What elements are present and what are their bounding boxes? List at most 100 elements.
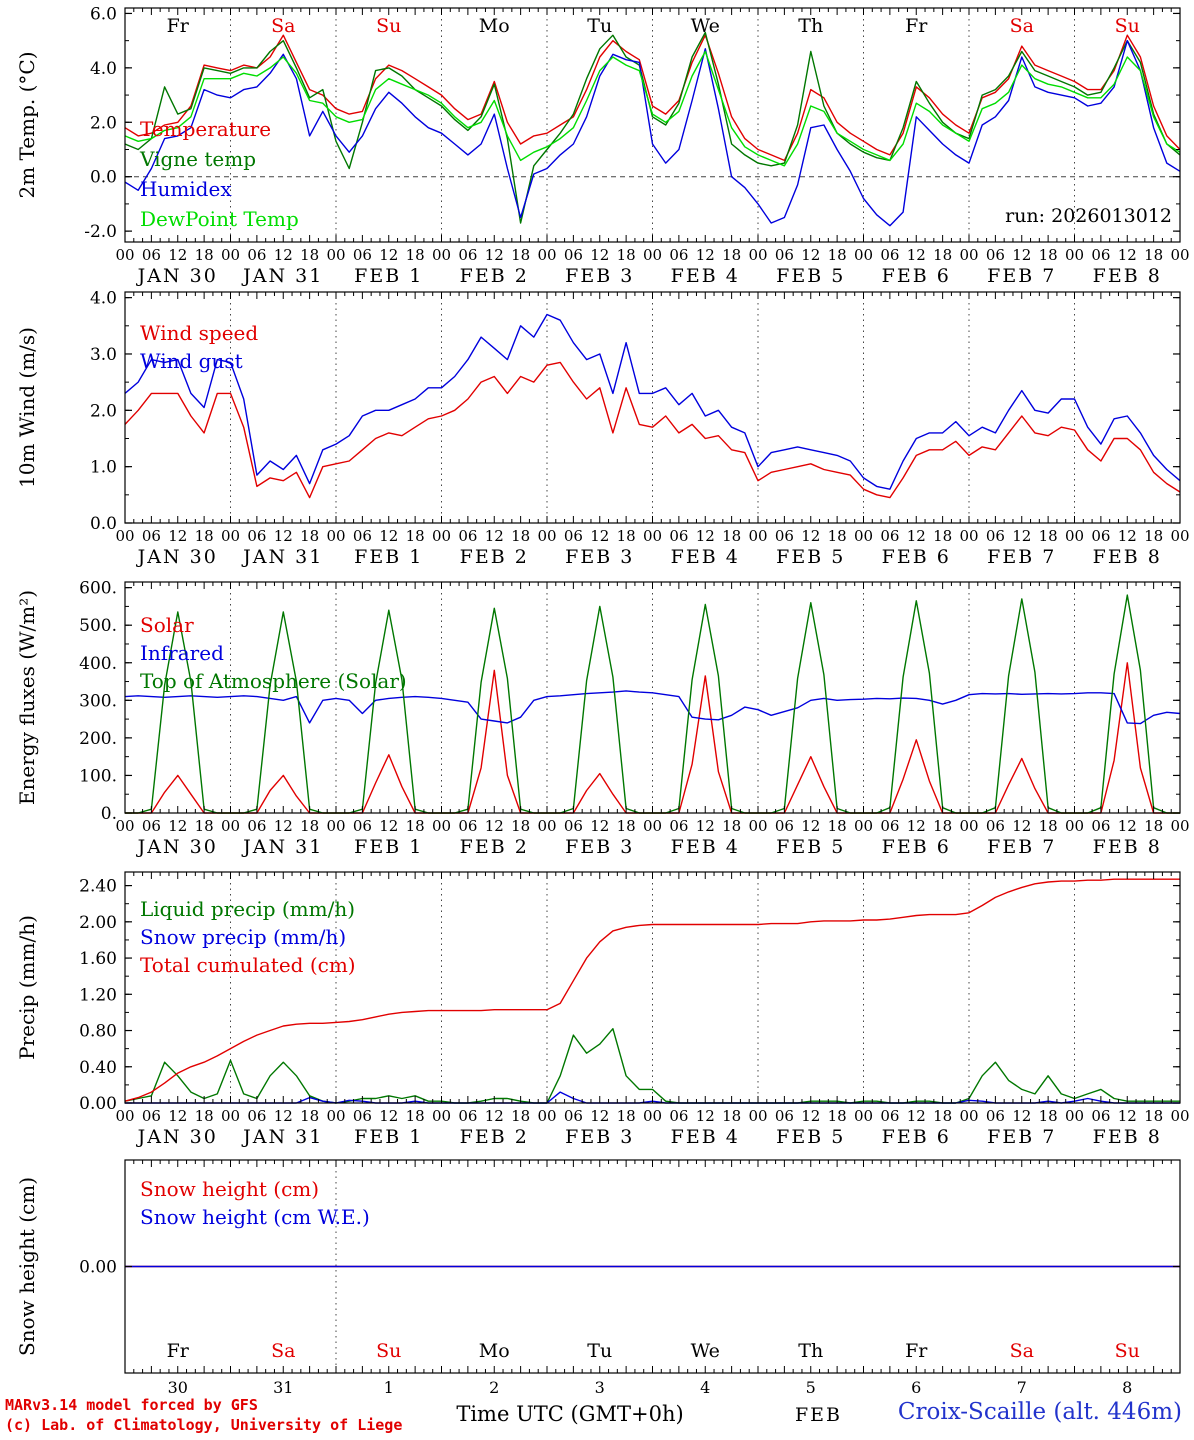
hour-tick-label: 06: [142, 817, 161, 835]
weekday-label: Fr: [167, 15, 190, 37]
y-tick-label: 0.0: [90, 168, 117, 188]
hour-tick-label: 18: [406, 246, 425, 264]
hour-tick-label: 18: [1144, 246, 1163, 264]
legend-toa-solar: Top of Atmosphere (Solar): [140, 669, 407, 693]
hour-tick-label: 06: [986, 527, 1005, 545]
hour-tick-label: 00: [221, 246, 240, 264]
hour-tick-label: 00: [643, 246, 662, 264]
hour-tick-label: 12: [1118, 246, 1137, 264]
hour-tick-label: 06: [669, 1107, 688, 1125]
hour-tick-label: 00: [748, 527, 767, 545]
hour-tick-label: 18: [406, 1107, 425, 1125]
day-label: FEB 7: [987, 265, 1056, 287]
hour-tick-label: 12: [168, 817, 187, 835]
hour-tick-label: 18: [617, 1107, 636, 1125]
day-label: FEB 2: [460, 546, 529, 568]
weekday-label: Tu: [587, 1340, 612, 1362]
hour-tick-label: 12: [485, 817, 504, 835]
hour-tick-label: 12: [1012, 246, 1031, 264]
y-tick-label: 4.0: [90, 59, 117, 79]
hour-tick-label: 18: [406, 527, 425, 545]
hour-tick-label: 06: [564, 246, 583, 264]
hour-tick-label: 00: [748, 817, 767, 835]
day-label: FEB 1: [354, 265, 423, 287]
day-label: JAN 31: [241, 1126, 323, 1148]
day-label: FEB 8: [1093, 546, 1162, 568]
hour-tick-label: 18: [1039, 1107, 1058, 1125]
day-label: FEB 3: [565, 265, 634, 287]
day-label: FEB 3: [565, 836, 634, 858]
hour-tick-label: 18: [933, 527, 952, 545]
hour-tick-label: 06: [142, 246, 161, 264]
hour-tick-label: 18: [828, 817, 847, 835]
hour-tick-label: 12: [801, 527, 820, 545]
hour-tick-label: 00: [748, 1107, 767, 1125]
hour-tick-label: 12: [274, 817, 293, 835]
day-label: FEB 5: [776, 1126, 845, 1148]
y-axis-title: 10m Wind (m/s): [15, 327, 39, 488]
hour-tick-label: 12: [168, 246, 187, 264]
hour-tick-label: 06: [353, 246, 372, 264]
y-axis-title: Energy fluxes (W/m²): [15, 590, 39, 805]
hour-tick-label: 06: [1091, 246, 1110, 264]
hour-tick-label: 12: [907, 246, 926, 264]
y-tick-label: 400.: [79, 654, 117, 674]
hour-tick-label: 12: [907, 527, 926, 545]
hour-tick-label: 18: [511, 1107, 530, 1125]
legend-temperature: Temperature: [140, 117, 271, 141]
hour-tick-label: 06: [986, 1107, 1005, 1125]
day-label: FEB 7: [987, 546, 1056, 568]
weekday-label: Su: [376, 1340, 401, 1362]
day-label: FEB 7: [987, 1126, 1056, 1148]
hour-tick-label: 00: [1065, 1107, 1084, 1125]
hour-tick-label: 06: [247, 1107, 266, 1125]
hour-tick-label: 06: [775, 817, 794, 835]
day-label: JAN 31: [241, 836, 323, 858]
hour-tick-label: 00: [854, 246, 873, 264]
y-tick-label: 500.: [79, 616, 117, 636]
day-label: FEB 5: [776, 265, 845, 287]
hour-tick-label: 18: [617, 527, 636, 545]
day-label: FEB 8: [1093, 1126, 1162, 1148]
legend-humidex: Humidex: [140, 177, 232, 201]
hour-tick-label: 00: [115, 527, 134, 545]
y-tick-label: 0.00: [79, 1094, 117, 1114]
lab-credit-line: (c) Lab. of Climatology, University of L…: [5, 1416, 403, 1434]
hour-tick-label: 12: [1012, 527, 1031, 545]
hour-tick-label: 18: [195, 1107, 214, 1125]
weekday-label: Sa: [271, 1340, 295, 1362]
hour-tick-label: 00: [1170, 527, 1189, 545]
day-label: FEB 7: [987, 836, 1056, 858]
hour-tick-label: 12: [379, 1107, 398, 1125]
hour-tick-label: 06: [247, 246, 266, 264]
hour-tick-label: 18: [1144, 817, 1163, 835]
day-number-label: 5: [806, 1378, 816, 1397]
hour-tick-label: 12: [1118, 817, 1137, 835]
hour-tick-label: 18: [933, 817, 952, 835]
hour-tick-label: 06: [564, 527, 583, 545]
hour-tick-label: 18: [617, 817, 636, 835]
panel-precip: 0.00 0.40 0.80 1.20 1.60 2.00 2.40 Precip (mm/h…: [15, 871, 1190, 1148]
hour-tick-label: 00: [221, 1107, 240, 1125]
hour-tick-label: 06: [880, 246, 899, 264]
hour-tick-label: 18: [300, 527, 319, 545]
legend-snow-height: Snow height (cm): [140, 1177, 319, 1201]
hour-tick-label: 00: [1170, 246, 1189, 264]
weekday-label: Th: [798, 15, 823, 37]
humidex-line: [124, 40, 1181, 227]
hour-tick-label: 00: [326, 246, 345, 264]
y-tick-label: 0.40: [79, 1058, 117, 1078]
day-label: FEB 1: [354, 1126, 423, 1148]
y-tick-label: 0.80: [79, 1022, 117, 1042]
hour-tick-label: 12: [379, 527, 398, 545]
hour-tick-label: 18: [1144, 1107, 1163, 1125]
hour-tick-label: 18: [933, 246, 952, 264]
weekday-label: We: [691, 15, 720, 37]
hour-tick-label: 12: [696, 817, 715, 835]
infrared-line: [124, 690, 1181, 725]
hour-tick-label: 00: [1170, 817, 1189, 835]
hour-tick-label: 12: [696, 246, 715, 264]
hour-tick-label: 06: [1091, 527, 1110, 545]
